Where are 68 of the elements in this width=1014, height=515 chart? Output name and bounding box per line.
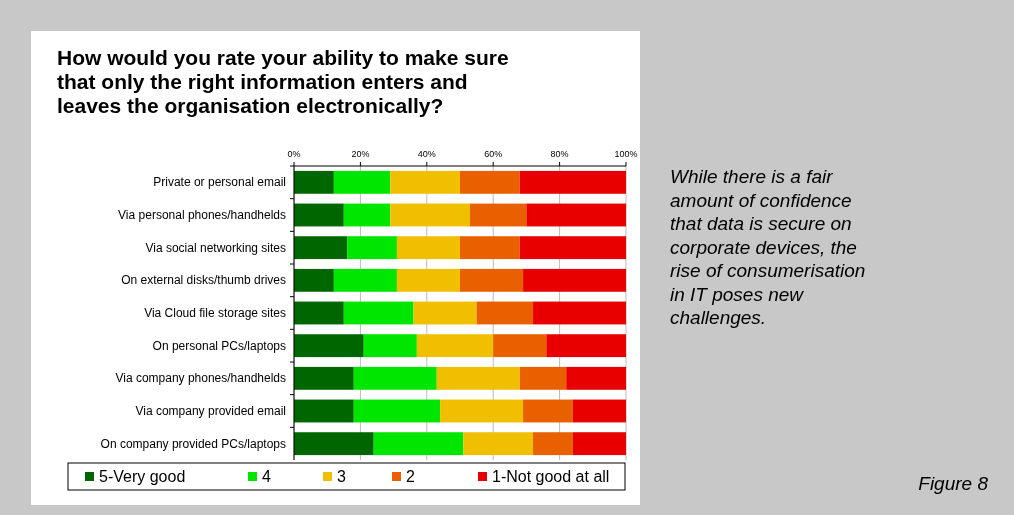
bar: [463, 432, 534, 456]
y-tick-label: Via company phones/handhelds: [115, 371, 286, 386]
y-tick-label: On company provided PCs/laptops: [100, 436, 286, 451]
bar: [333, 170, 391, 194]
bar: [294, 399, 354, 423]
bar: [460, 268, 524, 292]
bar: [294, 432, 374, 456]
bar: [294, 301, 344, 325]
bar: [396, 236, 460, 260]
bar: [294, 268, 334, 292]
legend-label: 4: [262, 468, 271, 485]
bar: [546, 334, 626, 358]
bar: [469, 203, 527, 227]
bar: [390, 170, 460, 194]
bar: [572, 432, 626, 456]
y-tick-label: Via Cloud file storage sites: [144, 306, 286, 320]
bar: [353, 366, 437, 390]
bar: [373, 432, 464, 456]
bar: [533, 301, 626, 325]
bar: [294, 170, 334, 194]
bar: [476, 301, 534, 325]
y-tick-label: Via company provided email: [135, 404, 286, 418]
text: While there is a fair amount of confidence that data is secure on corporate devices, the rise of consumerisation in IT poses new challenges.: [670, 166, 866, 328]
bar: [572, 399, 626, 423]
bar: [390, 203, 470, 227]
bar: [440, 399, 524, 423]
y-tick-label: Private or personal email: [153, 175, 286, 190]
y-tick-label: Via social networking sites: [145, 240, 286, 255]
bar: [460, 170, 520, 194]
bar: [294, 236, 348, 260]
bar: [519, 236, 626, 260]
bar: [343, 203, 391, 227]
legend-label: 1-Not good at all: [492, 468, 610, 485]
bar: [294, 203, 344, 227]
y-tick-label: Via personal phones/handhelds: [118, 208, 286, 222]
bar: [363, 334, 417, 358]
bar: [533, 432, 573, 456]
bar: [353, 399, 441, 423]
y-tick-label: On personal PCs/laptops: [152, 338, 286, 353]
bar: [436, 366, 520, 390]
bar: [294, 366, 354, 390]
legend-label: 3: [337, 468, 346, 485]
legend-label: 5-Very good: [99, 468, 186, 485]
x-tick-label: 40%: [417, 149, 436, 159]
bar: [343, 301, 414, 325]
bar: [460, 236, 520, 260]
bar: [523, 268, 626, 292]
bar: [526, 203, 626, 227]
bar: [519, 170, 626, 194]
legend-label: 2: [406, 468, 415, 485]
caption: Figure 8: [918, 473, 989, 494]
x-tick-label: 100%: [614, 149, 638, 159]
bar: [493, 334, 547, 358]
y-tick-label: On external disks/thumb drives: [121, 273, 286, 288]
x-tick-label: 80%: [550, 149, 569, 159]
x-tick-label: 20%: [351, 149, 370, 159]
bar: [416, 334, 494, 358]
bar: [523, 399, 573, 423]
x-tick-label: 0%: [287, 149, 301, 159]
bar: [519, 366, 567, 390]
bar: [566, 366, 626, 390]
bar: [347, 236, 397, 260]
bar: [333, 268, 397, 292]
bar: [396, 268, 460, 292]
bar: [413, 301, 477, 325]
x-tick-label: 60%: [484, 149, 503, 159]
bar: [294, 334, 364, 358]
chart-title: How would you rate your ability to make sure that only the right information enters and leaves the organisation electronically?: [57, 46, 509, 117]
